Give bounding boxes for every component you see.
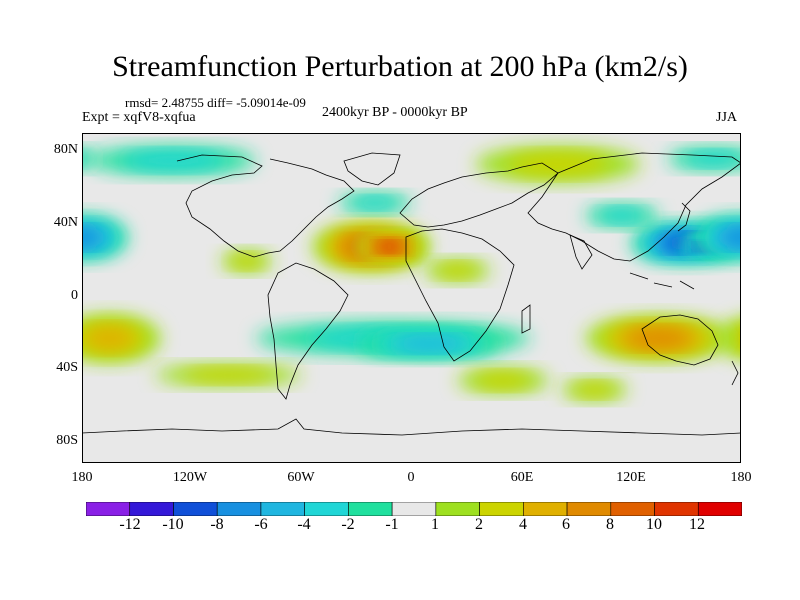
lon-label-60e: 60E <box>510 470 534 485</box>
colorbar-box <box>173 502 218 516</box>
lon-label-120w: 120W <box>172 470 208 485</box>
arctic-canada-low <box>122 151 225 170</box>
anomaly-field <box>82 145 741 401</box>
north-pacific-east-low <box>721 227 741 248</box>
colorbar-box <box>129 502 174 516</box>
coast-south-america <box>267 262 349 400</box>
central-america-high <box>230 254 263 269</box>
north-africa-rim <box>436 263 478 278</box>
lat-label-eq: 0 <box>71 288 78 303</box>
arctic-pacific-low <box>82 149 101 168</box>
colorbar-box <box>260 502 305 516</box>
colorbar-label: -12 <box>119 516 141 533</box>
colorbar-box <box>86 502 131 516</box>
rmsd-stats: rmsd= 2.48755 diff= -5.09014e-09 <box>125 95 306 110</box>
plot-title: Streamfunction Perturbation at 200 hPa (… <box>112 50 688 83</box>
lat-label-80n: 80N <box>53 142 78 157</box>
colorbar-label: -6 <box>254 516 268 533</box>
colorbar-label: -8 <box>210 516 224 533</box>
south-pacific-east-high <box>182 368 275 382</box>
colorbar-label: -1 <box>385 516 399 533</box>
colorbar-label: 2 <box>475 516 483 533</box>
coast-north-america <box>176 154 355 258</box>
europe-low <box>352 197 398 209</box>
map-background <box>82 133 741 463</box>
coast-antarctica <box>82 418 741 436</box>
coast-madagascar <box>521 304 531 334</box>
colorbar-label: -2 <box>341 516 355 533</box>
coast-asia <box>527 152 741 262</box>
indian-ocean-high <box>474 372 532 389</box>
colorbar-box <box>479 502 524 516</box>
south-atlantic-low <box>393 336 467 352</box>
coastlines <box>82 152 741 436</box>
coast-japan <box>677 202 691 232</box>
north-atlantic-high-core <box>377 241 402 252</box>
colorbar-box <box>697 502 742 516</box>
lon-label-0: 0 <box>407 470 415 485</box>
australia-high <box>626 328 691 348</box>
south-pacific-high <box>730 325 741 351</box>
lon-label-180w: 180 <box>71 470 93 485</box>
colorbar-box <box>566 502 612 516</box>
colorbar-label: 4 <box>519 516 527 533</box>
lon-label-180e: 180 <box>730 470 752 485</box>
period-label: 2400kyr BP - 0000kyr BP <box>322 105 468 120</box>
colorbar-label: 12 <box>689 516 705 533</box>
coast-australia <box>641 314 719 366</box>
colorbar-label: 8 <box>606 516 614 533</box>
map-frame <box>82 133 741 463</box>
asia-midlat-low <box>599 208 645 223</box>
lon-label-120e: 120E <box>616 470 646 485</box>
colorbar-label: 10 <box>646 516 662 533</box>
colorbar-label: -4 <box>297 516 311 533</box>
colorbar-box <box>216 502 262 516</box>
coast-africa <box>405 228 515 362</box>
streamfunction-map <box>82 133 741 463</box>
arctic-siberia-high <box>506 152 610 176</box>
colorbar-box <box>304 502 349 516</box>
colorbar-box <box>523 502 568 516</box>
experiment-label: Expt = xqfV8-xqfua <box>82 110 196 125</box>
lat-label-80s: 80S <box>56 433 78 448</box>
colorbar-box <box>391 502 437 516</box>
coast-india <box>569 234 593 270</box>
arctic-pacific-low <box>684 151 741 166</box>
colorbar-label: 6 <box>562 516 570 533</box>
coast-new-zealand <box>731 360 739 386</box>
colorbar-box <box>348 502 393 516</box>
colorbar-label: -10 <box>162 516 184 533</box>
colorbar-box <box>435 502 480 516</box>
season-label: JJA <box>716 110 738 125</box>
coast-europe <box>399 162 559 228</box>
southern-ocean-east-high <box>574 382 616 397</box>
lat-label-40n: 40N <box>53 215 78 230</box>
lat-label-40s: 40S <box>56 360 78 375</box>
colorbar <box>86 502 742 516</box>
coast-maritime-islands <box>629 272 695 290</box>
south-pacific-high <box>83 326 136 351</box>
lon-label-60w: 60W <box>287 470 315 485</box>
colorbar-box <box>610 502 655 516</box>
north-pacific-east-low <box>82 227 102 248</box>
coast-greenland <box>343 152 401 186</box>
colorbar-label: 1 <box>431 516 439 533</box>
colorbar-box <box>654 502 699 516</box>
